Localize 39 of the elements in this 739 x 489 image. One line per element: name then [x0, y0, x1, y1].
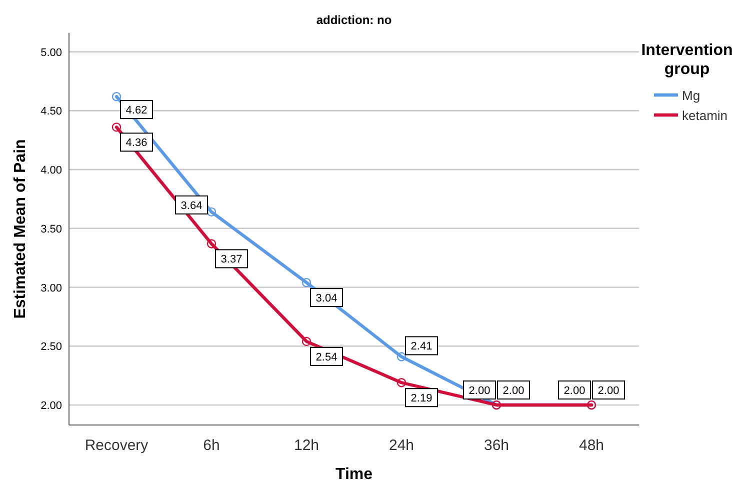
- y-tick-label: 3.50: [40, 223, 62, 236]
- y-tick-label: 5.00: [40, 46, 62, 59]
- data-label: 2.54: [316, 351, 338, 364]
- x-tick-label: 36h: [484, 437, 510, 454]
- point: [206, 207, 216, 217]
- data-label: 3.37: [220, 254, 242, 266]
- data-label: 4.36: [126, 137, 148, 150]
- point: [396, 378, 406, 388]
- data-label: 2.00: [502, 384, 524, 397]
- point: [396, 352, 406, 362]
- data-label: 3.64: [180, 200, 202, 212]
- data-label: 2.19: [410, 392, 432, 405]
- y-axis-title: Estimated Mean of Pain: [12, 139, 29, 319]
- data-label: 2.00: [598, 384, 620, 397]
- x-tick-label: Recovery: [84, 437, 149, 454]
- x-axis-title: Time: [335, 466, 373, 483]
- chart-title: addiction: no: [316, 13, 392, 27]
- point: [112, 122, 122, 132]
- point: [302, 278, 312, 288]
- legend-label: Mg: [682, 88, 700, 103]
- data-label: 2.00: [468, 384, 490, 397]
- point: [302, 336, 312, 346]
- point: [112, 92, 122, 102]
- point: [206, 239, 216, 248]
- x-tick-label: 48h: [578, 437, 604, 454]
- data-label: 3.04: [316, 292, 338, 305]
- y-tick-label: 4.50: [40, 106, 62, 118]
- data-label: 2.41: [410, 340, 432, 353]
- data-label: 4.62: [126, 104, 148, 117]
- x-tick-label: 24h: [388, 437, 414, 454]
- x-tick-label: 12h: [294, 437, 320, 454]
- y-tick-label: 2.00: [40, 400, 62, 412]
- data-label: 2.00: [564, 384, 586, 397]
- y-tick-label: 3.00: [40, 282, 62, 294]
- x-tick-label: 6h: [203, 437, 220, 454]
- legend-label: ketamin: [682, 108, 728, 123]
- legend-title: Intervention group: [641, 42, 733, 78]
- y-tick-label: 2.50: [40, 341, 62, 354]
- y-tick-label: 4.00: [40, 164, 62, 177]
